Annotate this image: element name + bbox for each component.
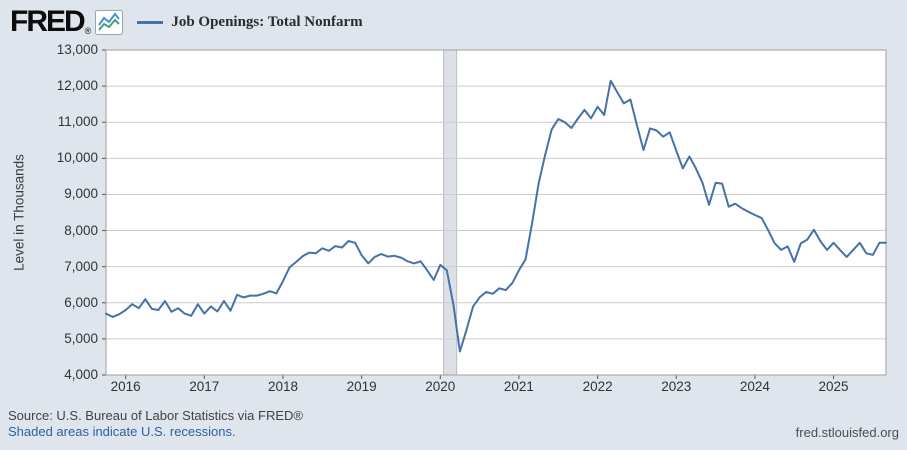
x-tick-label: 2018 <box>267 379 298 394</box>
recession-note-link[interactable]: Shaded areas indicate U.S. recessions. <box>8 424 236 439</box>
site-link[interactable]: fred.stlouisfed.org <box>795 425 899 440</box>
y-tick-label: 8,000 <box>64 222 98 238</box>
registered-mark: ® <box>84 26 92 36</box>
y-tick-label: 9,000 <box>64 186 98 202</box>
y-tick-label: 4,000 <box>64 367 98 382</box>
y-tick-label: 11,000 <box>57 114 98 130</box>
x-tick-label: 2019 <box>346 379 377 394</box>
plot-border <box>105 49 887 376</box>
y-tick-label: 7,000 <box>64 258 98 274</box>
y-tick-label: 13,000 <box>56 42 98 57</box>
legend-line-swatch <box>137 20 164 24</box>
source-text: Source: U.S. Bureau of Labor Statistics … <box>8 408 303 423</box>
fred-logo[interactable]: FRED <box>10 5 86 38</box>
x-tick-label: 2016 <box>110 379 141 394</box>
recession-band <box>443 50 457 375</box>
x-tick-label: 2017 <box>189 379 220 394</box>
plot-background <box>106 50 886 375</box>
x-tick-label: 2020 <box>425 379 456 394</box>
x-tick-label: 2023 <box>661 379 692 394</box>
legend-label: Job Openings: Total Nonfarm <box>171 13 363 30</box>
x-tick-label: 2025 <box>818 379 849 394</box>
x-tick-label: 2022 <box>582 379 613 394</box>
job-openings-line[interactable] <box>105 79 887 353</box>
x-tick-label: 2021 <box>503 379 534 394</box>
y-tick-label: 5,000 <box>64 330 98 346</box>
header: FRED ® Job Openings: Total Nonfarm <box>10 5 363 39</box>
footer: Source: U.S. Bureau of Labor Statistics … <box>8 408 303 440</box>
y-tick-label: 12,000 <box>56 78 98 94</box>
x-tick-label: 2024 <box>739 379 770 394</box>
y-tick-label: 6,000 <box>64 294 98 310</box>
legend: Job Openings: Total Nonfarm <box>137 13 363 31</box>
y-tick-label: 10,000 <box>56 150 98 166</box>
fred-sparkline-icon <box>95 9 124 35</box>
